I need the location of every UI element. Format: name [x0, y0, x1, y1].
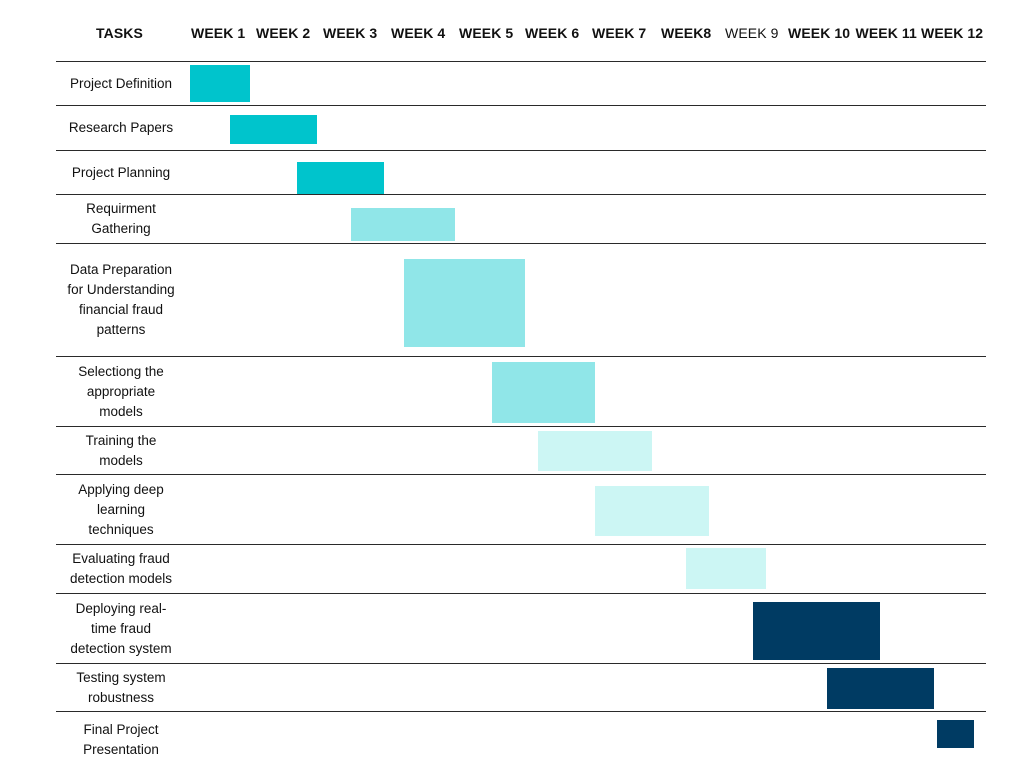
row-divider	[56, 663, 986, 664]
task-label: Requirment Gathering	[86, 201, 156, 236]
task-label: Selectiong the appropriate models	[78, 363, 164, 419]
task-bar	[491, 362, 596, 423]
task-label: Deploying real-time fraud detection syste…	[70, 600, 172, 656]
week-header-7: WEEK 7	[592, 25, 647, 41]
row-divider	[56, 593, 986, 594]
task-label: Research Papers	[68, 120, 174, 135]
row-divider	[56, 194, 986, 195]
row-divider	[56, 105, 986, 106]
task-bar	[538, 431, 653, 471]
week-header-6: WEEK 6	[525, 25, 580, 41]
task-bar	[190, 65, 251, 102]
task-label: Testing system robustness	[76, 669, 166, 705]
task-bar	[595, 486, 710, 536]
tasks-column-header: TASKS	[96, 25, 143, 41]
task-label: Data Preparation for Understanding financi…	[67, 262, 175, 337]
row-divider	[56, 474, 986, 475]
week-header-9: WEEK 9	[725, 25, 779, 41]
week-header-2: WEEK 2	[256, 25, 311, 41]
row-divider	[56, 544, 986, 545]
row-divider	[56, 711, 986, 712]
task-bar	[297, 162, 385, 194]
week-header-3: WEEK 3	[323, 25, 378, 41]
row-divider	[56, 61, 986, 62]
task-bar	[685, 548, 767, 589]
task-bar	[937, 720, 974, 748]
task-label: Training the models	[85, 432, 157, 468]
week-header-11: WEEK 11	[855, 25, 917, 41]
task-bar	[752, 602, 881, 660]
task-label: Applying deep learning techniques	[78, 481, 164, 537]
row-divider	[56, 150, 986, 151]
task-label: Project Definition	[69, 75, 173, 91]
week-header-8: WEEK8	[661, 25, 712, 41]
task-label: Final Project Presentation	[83, 722, 159, 757]
week-header-12: WEEK 12	[921, 25, 984, 41]
week-header-5: WEEK 5	[459, 25, 514, 41]
task-label: Evaluating fraud detection models	[69, 551, 173, 586]
task-label: Project Planning	[71, 164, 171, 180]
week-header-1: WEEK 1	[191, 25, 246, 41]
row-divider	[56, 356, 986, 357]
week-header-4: WEEK 4	[391, 25, 446, 41]
task-bar	[826, 668, 934, 709]
row-divider	[56, 426, 986, 427]
task-bar	[350, 208, 455, 241]
task-bar	[230, 115, 318, 144]
row-divider	[56, 243, 986, 244]
week-header-10: WEEK 10	[788, 25, 851, 41]
task-bar	[404, 259, 525, 347]
